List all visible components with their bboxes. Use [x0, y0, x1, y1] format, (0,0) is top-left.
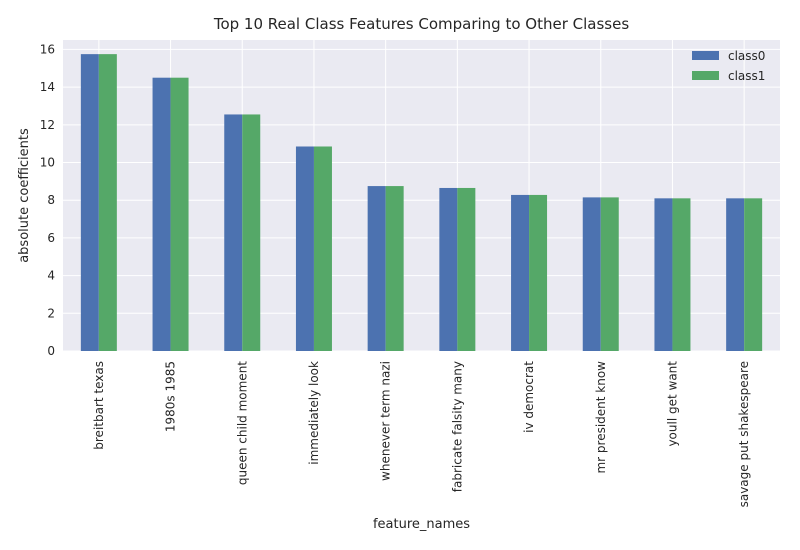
bar-class1-6 [529, 194, 548, 351]
bar-class1-7 [600, 197, 619, 351]
bars [80, 54, 763, 352]
bar-class1-3 [313, 146, 332, 351]
y-tick-label: 14 [40, 80, 55, 94]
x-tick-label: whenever term nazi [379, 361, 393, 481]
bar-class0-4 [367, 186, 386, 351]
bar-class1-5 [457, 187, 476, 351]
y-tick-label: 2 [47, 306, 55, 320]
x-tick-label: breitbart texas [92, 361, 106, 450]
legend-swatch-class0 [692, 51, 719, 60]
y-tick-label: 16 [40, 42, 55, 56]
bar-class0-0 [80, 54, 99, 352]
legend-label-class1: class1 [728, 69, 765, 83]
bar-class0-1 [152, 77, 171, 352]
x-tick-label: 1980s 1985 [164, 361, 178, 432]
bar-class0-6 [511, 194, 530, 351]
y-tick-label: 6 [47, 231, 55, 245]
bar-class1-0 [98, 54, 117, 352]
x-axis-ticks: breitbart texas 1980s 1985 queen child mom… [92, 361, 751, 508]
bar-class1-9 [744, 198, 763, 351]
bar-class0-3 [295, 146, 314, 351]
bar-class0-5 [439, 187, 458, 351]
bar-class1-8 [672, 198, 691, 351]
y-axis-ticks: 0 2 4 6 8 10 12 14 16 [40, 42, 55, 358]
bar-class1-4 [385, 186, 404, 351]
x-tick-label: savage put shakespeare [737, 361, 751, 507]
legend-label-class0: class0 [728, 49, 765, 63]
x-tick-label: youll get want [665, 361, 679, 447]
bar-class0-8 [654, 198, 673, 351]
bar-class0-9 [726, 198, 745, 351]
x-tick-label: fabricate falsity many [450, 361, 464, 492]
bar-class0-7 [582, 197, 601, 351]
x-tick-label: queen child moment [235, 361, 249, 485]
legend: class0 class1 [692, 49, 765, 83]
bar-class1-1 [170, 77, 189, 352]
x-tick-label: mr president know [594, 361, 608, 474]
bar-class1-2 [242, 114, 261, 352]
x-tick-label: immediately look [307, 361, 321, 465]
y-axis-label: absolute coefficients [17, 128, 32, 263]
x-axis-label: feature_names [373, 517, 470, 532]
y-tick-label: 4 [47, 269, 55, 283]
y-tick-label: 0 [47, 344, 55, 358]
y-tick-label: 10 [40, 156, 55, 170]
bar-class0-2 [224, 114, 243, 352]
y-tick-label: 8 [47, 193, 55, 207]
y-tick-label: 12 [40, 118, 55, 132]
x-tick-label: iv democrat [522, 361, 536, 433]
legend-swatch-class1 [692, 71, 719, 80]
chart-title: Top 10 Real Class Features Comparing to … [213, 15, 630, 33]
